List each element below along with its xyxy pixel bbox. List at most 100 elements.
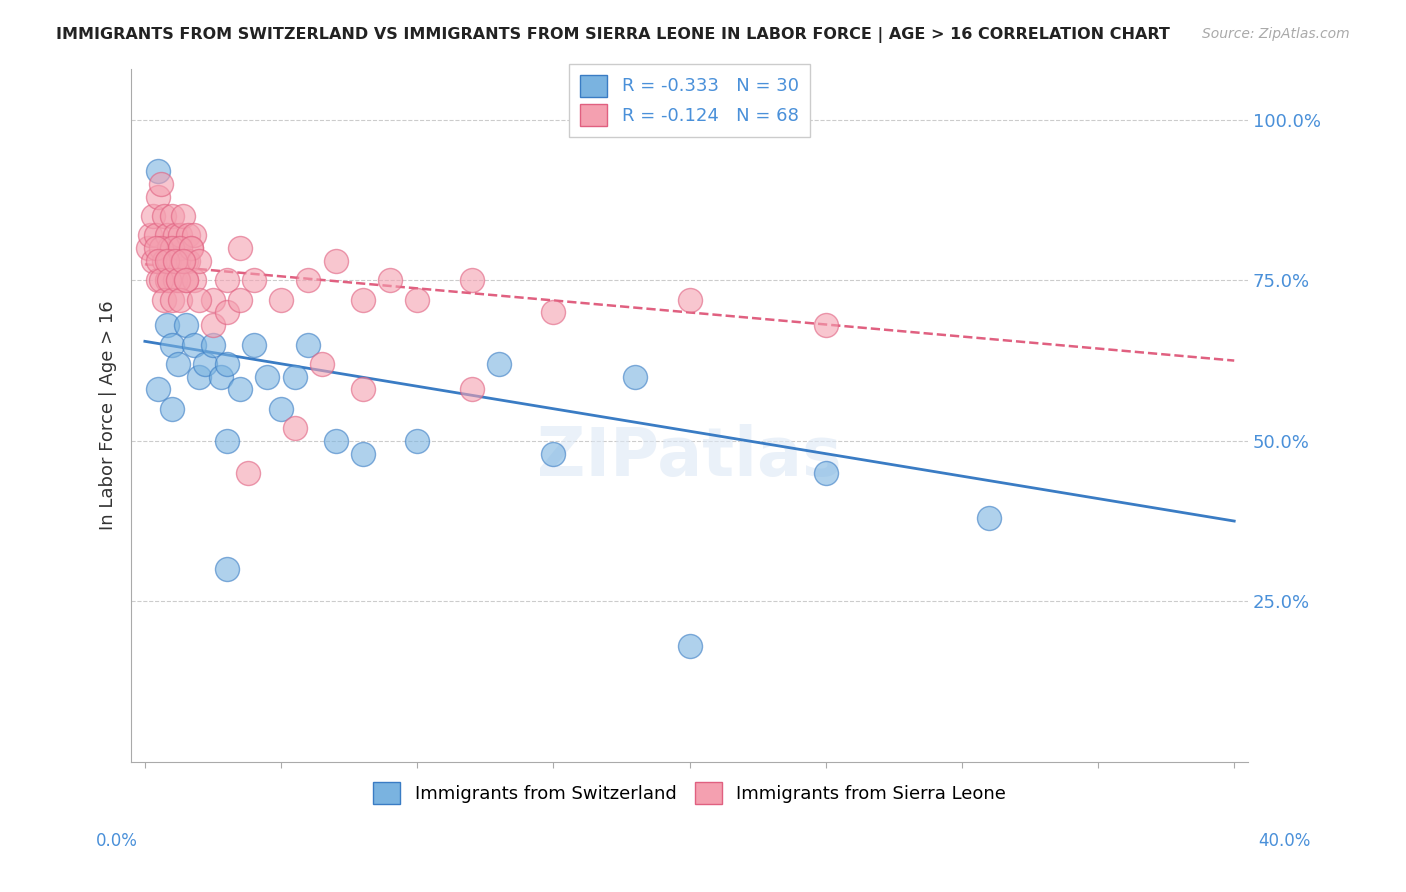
Point <box>148 190 170 204</box>
Point <box>406 434 429 448</box>
Point <box>270 401 292 416</box>
Point <box>188 293 211 307</box>
Point <box>488 357 510 371</box>
Point <box>270 293 292 307</box>
Point <box>153 254 176 268</box>
Point <box>169 293 191 307</box>
Point <box>142 209 165 223</box>
Point <box>229 293 252 307</box>
Point <box>150 177 173 191</box>
Point <box>160 241 183 255</box>
Point <box>209 369 232 384</box>
Point <box>177 228 200 243</box>
Point <box>177 254 200 268</box>
Point <box>156 273 179 287</box>
Point <box>543 447 565 461</box>
Point <box>543 305 565 319</box>
Point <box>160 401 183 416</box>
Point <box>201 293 224 307</box>
Point <box>256 369 278 384</box>
Point <box>229 383 252 397</box>
Point <box>169 241 191 255</box>
Point <box>814 466 837 480</box>
Point <box>325 434 347 448</box>
Point <box>156 318 179 333</box>
Text: IMMIGRANTS FROM SWITZERLAND VS IMMIGRANTS FROM SIERRA LEONE IN LABOR FORCE | AGE: IMMIGRANTS FROM SWITZERLAND VS IMMIGRANT… <box>56 27 1170 43</box>
Point <box>678 639 700 653</box>
Point <box>160 337 183 351</box>
Point <box>166 273 188 287</box>
Point <box>150 273 173 287</box>
Point <box>183 228 205 243</box>
Point <box>215 434 238 448</box>
Point <box>157 273 180 287</box>
Point <box>229 241 252 255</box>
Point <box>215 273 238 287</box>
Text: Source: ZipAtlas.com: Source: ZipAtlas.com <box>1202 27 1350 41</box>
Point <box>174 273 197 287</box>
Point <box>156 228 179 243</box>
Point <box>977 511 1000 525</box>
Point <box>201 318 224 333</box>
Point <box>183 337 205 351</box>
Point <box>166 241 188 255</box>
Point <box>148 383 170 397</box>
Point <box>160 293 183 307</box>
Point <box>460 383 482 397</box>
Point <box>188 254 211 268</box>
Point <box>678 293 700 307</box>
Point <box>136 241 159 255</box>
Point <box>284 421 307 435</box>
Point <box>163 273 186 287</box>
Point <box>153 209 176 223</box>
Point <box>139 228 162 243</box>
Point <box>297 337 319 351</box>
Point <box>624 369 647 384</box>
Point <box>378 273 401 287</box>
Point <box>243 337 266 351</box>
Point <box>814 318 837 333</box>
Point <box>325 254 347 268</box>
Point <box>163 228 186 243</box>
Point <box>166 254 188 268</box>
Point <box>156 254 179 268</box>
Point <box>238 466 260 480</box>
Point <box>160 209 183 223</box>
Point <box>215 305 238 319</box>
Point <box>172 254 194 268</box>
Point <box>201 337 224 351</box>
Point <box>406 293 429 307</box>
Point <box>166 357 188 371</box>
Point <box>157 254 180 268</box>
Point <box>352 383 374 397</box>
Point <box>352 293 374 307</box>
Point <box>153 293 176 307</box>
Point <box>169 228 191 243</box>
Point <box>142 254 165 268</box>
Point <box>150 241 173 255</box>
Point <box>215 562 238 576</box>
Point <box>284 369 307 384</box>
Point <box>352 447 374 461</box>
Point <box>148 273 170 287</box>
Point <box>174 254 197 268</box>
Point <box>148 254 170 268</box>
Point <box>460 273 482 287</box>
Point <box>297 273 319 287</box>
Point <box>243 273 266 287</box>
Point <box>157 241 180 255</box>
Point <box>180 241 202 255</box>
Point <box>174 273 197 287</box>
Point <box>188 369 211 384</box>
Point <box>145 228 167 243</box>
Text: 40.0%: 40.0% <box>1258 831 1310 849</box>
Point <box>311 357 333 371</box>
Text: 0.0%: 0.0% <box>96 831 138 849</box>
Point <box>180 241 202 255</box>
Point <box>183 273 205 287</box>
Y-axis label: In Labor Force | Age > 16: In Labor Force | Age > 16 <box>100 301 117 530</box>
Point <box>163 254 186 268</box>
Point <box>148 164 170 178</box>
Point <box>215 357 238 371</box>
Point <box>145 241 167 255</box>
